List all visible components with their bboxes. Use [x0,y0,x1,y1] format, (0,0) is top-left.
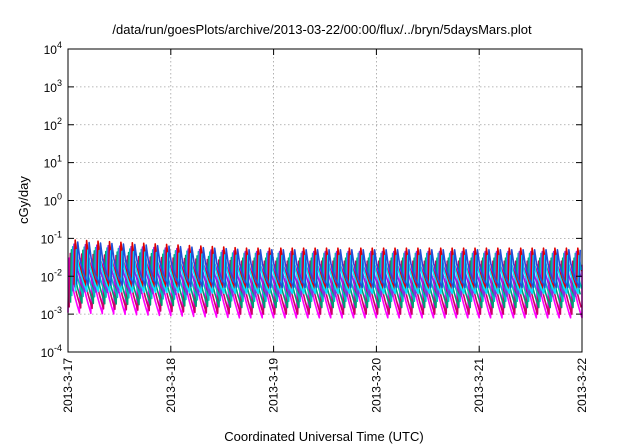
series-line-2 [68,252,582,315]
x-tick-label: 2013-3-19 [267,358,281,413]
y-tick-label: 102 [44,116,62,133]
x-axis-label: Coordinated Universal Time (UTC) [224,429,423,444]
y-tick-label: 100 [44,192,62,209]
y-tick-label: 10-1 [41,229,62,246]
x-tick-label: 2013-3-17 [61,358,75,413]
series-line-6 [73,239,583,289]
y-tick-label: 104 [44,40,62,57]
y-tick-label: 10-4 [41,343,62,360]
series-line-8 [75,241,581,289]
x-axis: 2013-3-17 2013-3-18 2013-3-19 2013-3-20 2013… [61,49,589,413]
y-tick-label: 10-3 [41,305,62,322]
y-tick-label: 103 [44,78,62,95]
y-axis-label: cGy/day [16,176,31,224]
series-line-7 [74,249,582,295]
series-line-5 [72,243,582,297]
x-tick-label: 2013-3-20 [369,358,383,413]
x-tick-label: 2013-3-22 [575,358,589,413]
x-tick-label: 2013-3-18 [164,358,178,413]
series-group [67,239,583,319]
chart-title: /data/run/goesPlots/archive/2013-03-22/0… [112,22,532,37]
y-tick-label: 10-2 [41,267,62,284]
y-tick-label: 101 [44,154,62,171]
x-tick-label: 2013-3-21 [472,358,486,413]
y-axis: 10-4 10-3 10-2 10-1 100 101 102 103 104 [41,40,582,360]
